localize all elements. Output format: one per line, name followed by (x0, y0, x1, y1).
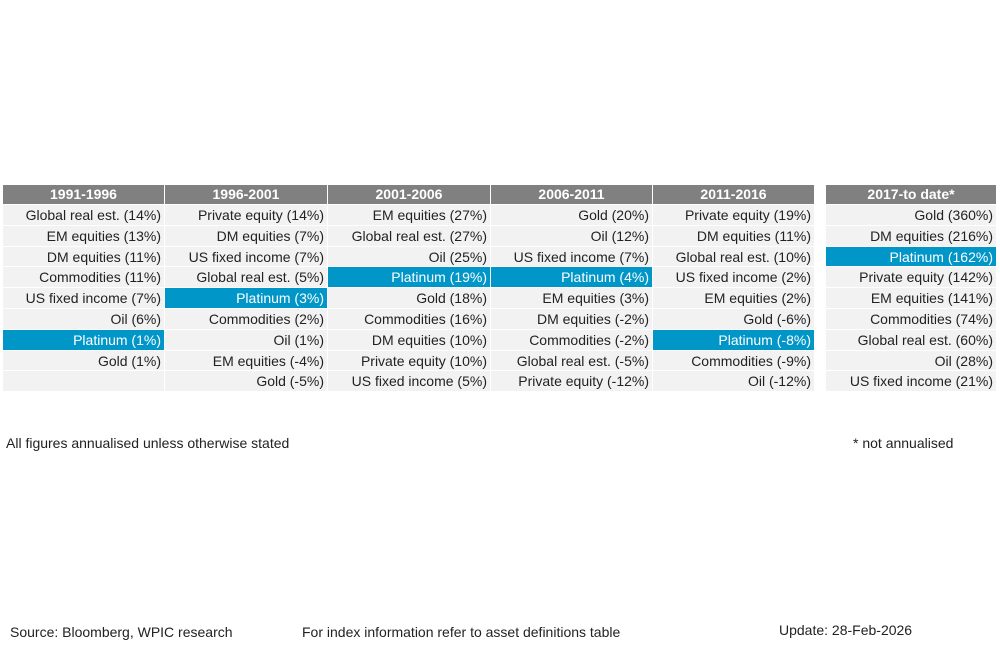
not-annualised-note: * not annualised (853, 435, 954, 451)
table-cell: Platinum (3%) (165, 288, 327, 308)
table-cell: Oil (1%) (165, 329, 327, 350)
table-cell: Gold (18%) (328, 288, 490, 308)
table-cell: Private equity (19%) (653, 205, 814, 225)
column-header: 2017-to date* (826, 185, 996, 204)
column-header: 1991-1996 (3, 185, 164, 204)
table-cell: EM equities (27%) (328, 205, 490, 225)
table-cell: Gold (360%) (826, 205, 996, 225)
table-cell: Global real est. (10%) (653, 246, 814, 267)
table-cell: Platinum (4%) (491, 267, 652, 288)
table-cell: DM equities (216%) (826, 225, 996, 246)
table-cell: US fixed income (7%) (491, 246, 652, 267)
table-cell: DM equities (-2%) (491, 308, 652, 329)
table-cell: Global real est. (-5%) (491, 350, 652, 371)
table-cell: EM equities (2%) (653, 288, 814, 308)
table-cell: Gold (20%) (491, 205, 652, 225)
table-cell: Oil (25%) (328, 246, 490, 267)
table-cell: Platinum (-8%) (653, 329, 814, 350)
table-cell (3, 371, 164, 392)
column-header: 2001-2006 (328, 185, 490, 204)
index-info-note: For index information refer to asset def… (302, 624, 621, 640)
table-cell: US fixed income (2%) (653, 267, 814, 288)
table-cell: DM equities (10%) (328, 329, 490, 350)
table-cell: Oil (28%) (826, 350, 996, 371)
table-cell: DM equities (11%) (3, 246, 164, 267)
table-cell: Gold (1%) (3, 350, 164, 371)
table-cell: US fixed income (5%) (328, 371, 490, 392)
table-cell: Global real est. (14%) (3, 205, 164, 225)
table-cell: US fixed income (7%) (165, 246, 327, 267)
column-header: 2011-2016 (653, 185, 814, 204)
table-cell: DM equities (7%) (165, 225, 327, 246)
table-cell: Private equity (10%) (328, 350, 490, 371)
table-column: 2011-2016 Private equity (19%) DM equities… (653, 185, 814, 392)
table-column: 1991-1996 Global real est. (14%) EM equiti… (3, 185, 164, 392)
table-cell: Private equity (142%) (826, 267, 996, 288)
table-cell: Oil (-12%) (653, 371, 814, 392)
table-column: 2001-2006 EM equities (27%) Global real es… (328, 185, 490, 392)
annualised-note: All figures annualised unless otherwise … (6, 435, 290, 451)
table-cell: Commodities (11%) (3, 267, 164, 288)
table-cell: US fixed income (21%) (826, 371, 996, 392)
table-cell: Global real est. (60%) (826, 329, 996, 350)
table-cell: Oil (6%) (3, 308, 164, 329)
column-header: 2006-2011 (491, 185, 652, 204)
table-cell: Gold (-6%) (653, 308, 814, 329)
table-cell: Commodities (-2%) (491, 329, 652, 350)
table-cell: Commodities (2%) (165, 308, 327, 329)
table-column: 2017-to date* Gold (360%) DM equities (216… (826, 185, 996, 392)
table-cell: Global real est. (27%) (328, 225, 490, 246)
table-column: 2006-2011 Gold (20%) Oil (12%) US fixed inc… (491, 185, 652, 392)
table-cell: DM equities (11%) (653, 225, 814, 246)
table-cell: EM equities (-4%) (165, 350, 327, 371)
update-date: Update: 28-Feb-2026 (779, 622, 913, 638)
table-cell: Platinum (162%) (826, 246, 996, 267)
table-cell: Private equity (14%) (165, 205, 327, 225)
table-cell: EM equities (3%) (491, 288, 652, 308)
table-cell: Commodities (16%) (328, 308, 490, 329)
column-header: 1996-2001 (165, 185, 327, 204)
table-cell: Platinum (19%) (328, 267, 490, 288)
table-cell: Commodities (-9%) (653, 350, 814, 371)
table-cell: US fixed income (7%) (3, 288, 164, 308)
table-cell: Oil (12%) (491, 225, 652, 246)
table-cell: Gold (-5%) (165, 371, 327, 392)
table-cell: Commodities (74%) (826, 308, 996, 329)
table-cell: Global real est. (5%) (165, 267, 327, 288)
table-column: 1996-2001 Private equity (14%) DM equities… (165, 185, 327, 392)
table-cell: Platinum (1%) (3, 329, 164, 350)
source-note: Source: Bloomberg, WPIC research (10, 624, 233, 640)
table-cell: Private equity (-12%) (491, 371, 652, 392)
table-cell: EM equities (141%) (826, 288, 996, 308)
table-cell: EM equities (13%) (3, 225, 164, 246)
